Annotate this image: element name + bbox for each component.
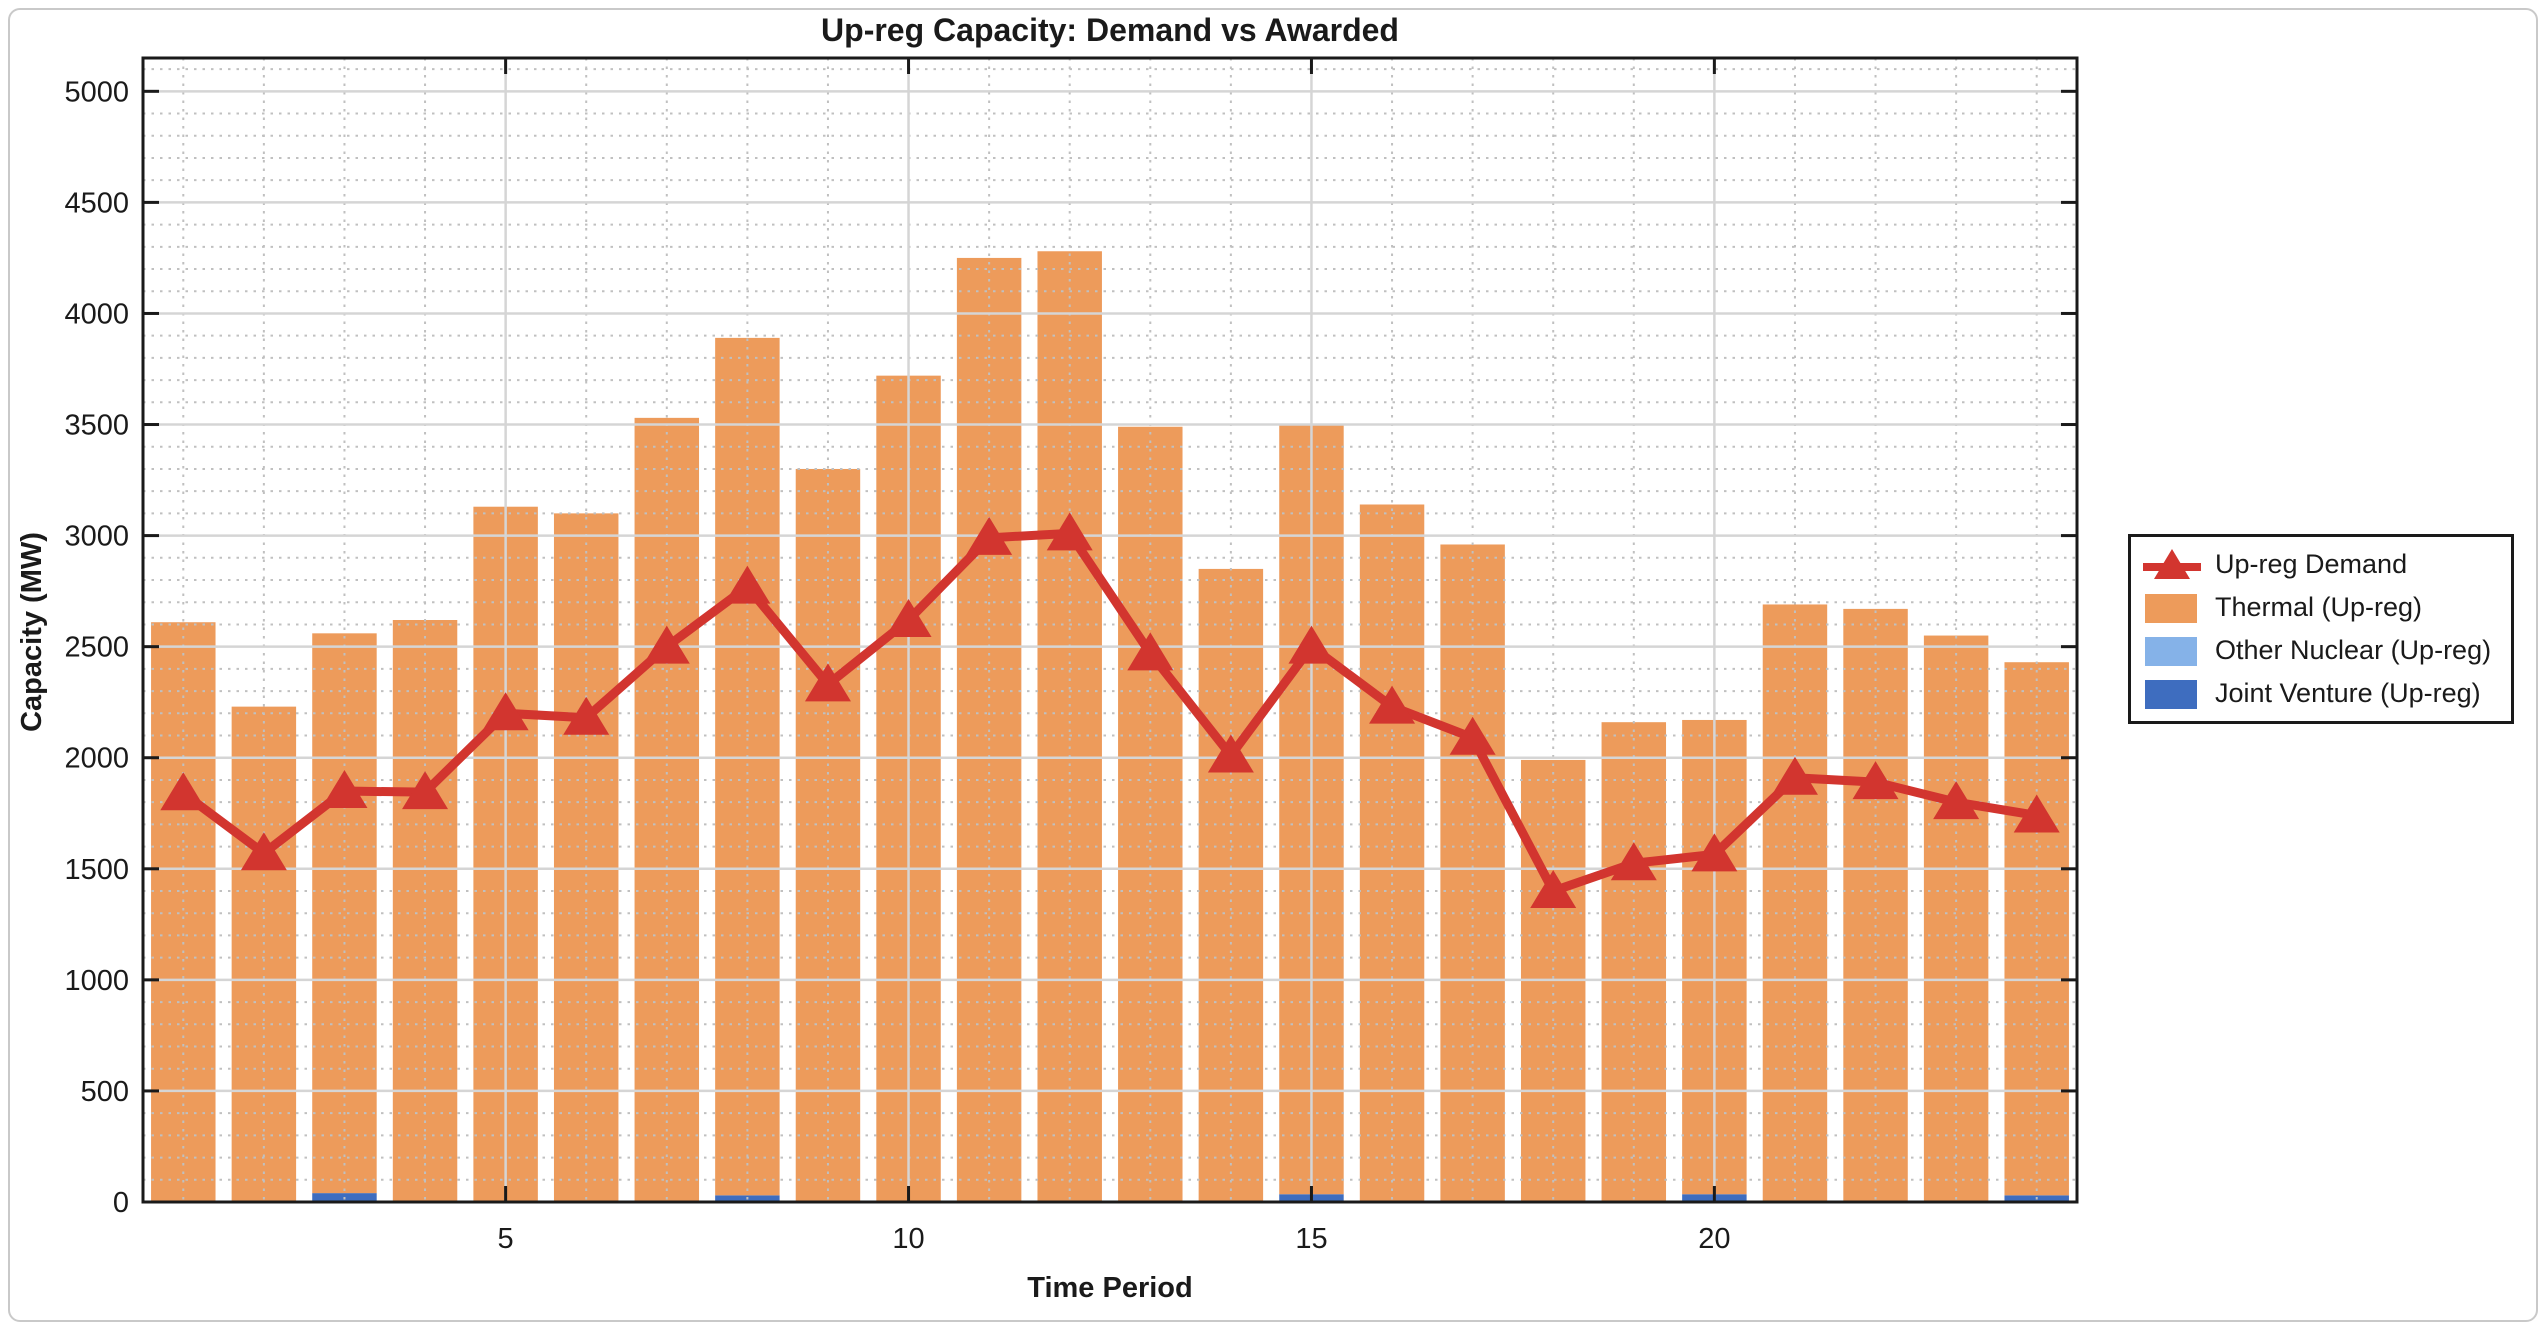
svg-text:5: 5 [498,1223,514,1255]
bar-segment [1037,251,1102,1203]
svg-text:0: 0 [113,1187,129,1219]
triangle-marker [1691,833,1738,872]
svg-text:500: 500 [81,1076,129,1108]
svg-text:2000: 2000 [64,743,129,775]
triangle-marker [885,599,932,638]
svg-text:3000: 3000 [64,521,129,553]
triangle-marker [2013,794,2060,833]
triangle-marker [1852,761,1899,800]
bar-segment [1440,544,1505,1202]
bar-segment [1118,426,1183,1203]
svg-text:10: 10 [892,1223,924,1255]
plot-background [143,58,2077,1202]
triangle-marker [1933,781,1980,820]
triangle-marker [321,770,368,809]
chart-title: Up-reg Capacity: Demand vs Awarded [821,12,1399,48]
triangle-marker [1288,625,1335,664]
svg-text:20: 20 [1698,1223,1730,1255]
triangle-marker [804,663,851,702]
triangle-marker [160,772,207,811]
svg-text:2500: 2500 [64,632,129,664]
triangle-marker [240,832,287,871]
triangle-marker [1046,512,1093,551]
triangle-marker [563,696,610,735]
minor-gridlines [143,58,2077,1202]
bar-segment [151,622,216,1202]
triangle-marker [1127,632,1174,671]
triangle-marker [402,771,449,810]
bar-segment [1843,608,1908,1202]
svg-text:4000: 4000 [64,298,129,330]
major-gridlines [143,58,2077,1202]
svg-text:1500: 1500 [64,854,129,886]
legend-item-other-nuclear: Other Nuclear (Up-reg) [2141,629,2511,672]
svg-text:1000: 1000 [64,965,129,997]
bars-group [151,251,2069,1203]
legend-item-demand: Up-reg Demand [2141,543,2511,586]
triangle-marker [643,625,690,664]
axes-frame [141,56,2079,1204]
svg-text:15: 15 [1295,1223,1327,1255]
x-tick-labels: 5 10 15 20 [498,1223,1731,1255]
triangle-marker [966,516,1013,555]
legend-label: Up-reg Demand [2215,549,2408,579]
legend-label: Thermal (Up-reg) [2215,592,2423,622]
legend-label: Other Nuclear (Up-reg) [2215,635,2492,665]
svg-text:3500: 3500 [64,410,129,442]
svg-text:5000: 5000 [64,76,129,108]
triangle-marker [482,692,529,731]
other-nuclear-swatch-icon [2145,636,2197,666]
bar-segment [392,620,458,1202]
triangle-marker [1771,756,1818,795]
triangle-marker [1369,685,1416,724]
demand-line-marker-icon [2141,545,2203,585]
triangle-marker [724,565,771,604]
thermal-swatch-icon [2145,593,2197,623]
legend-item-thermal: Thermal (Up-reg) [2141,586,2511,629]
svg-text:4500: 4500 [64,187,129,219]
triangle-marker [1207,734,1254,773]
bar-segment [715,337,780,1196]
tick-marks [143,58,2077,1204]
bar-segment [2004,662,2069,1196]
y-tick-labels: 0 500 1000 1500 2000 2500 3000 3500 4000 4500 5000 [64,76,129,1219]
triangle-marker [1610,842,1657,881]
x-axis-label: Time Period [1027,1272,1193,1304]
legend-label: Joint Venture (Up-reg) [2215,678,2481,708]
legend-item-joint-venture: Joint Venture (Up-reg) [2141,672,2511,715]
demand-markers [160,512,2060,909]
triangle-marker [1449,716,1496,755]
y-axis-label: Capacity (MW) [16,532,48,732]
joint-venture-swatch-icon [2145,679,2197,709]
legend: Up-reg Demand Thermal (Up-reg) Other Nuc… [2128,534,2514,724]
triangle-marker [1530,870,1577,909]
